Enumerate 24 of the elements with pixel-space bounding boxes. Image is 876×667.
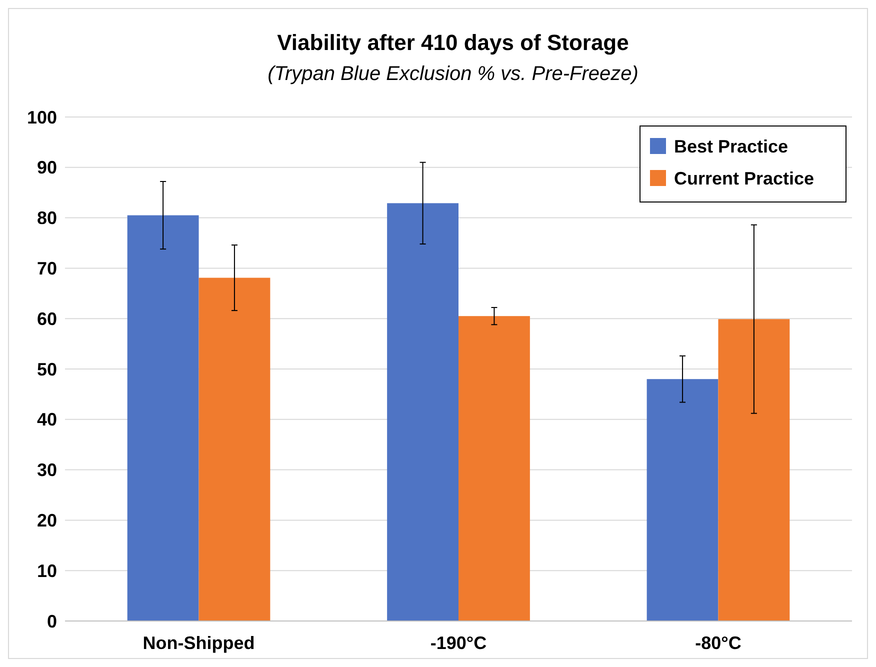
y-tick-label: 0 [46,611,57,632]
chart-subtitle: (Trypan Blue Exclusion % vs. Pre-Freeze) [268,63,638,85]
y-tick-label: 70 [36,258,57,278]
y-tick-label: 60 [36,308,57,329]
bar [458,316,530,621]
bar [198,278,270,621]
x-tick-label: Non-Shipped [142,633,255,653]
chart-title: Viability after 410 days of Storage [277,30,629,55]
y-tick-label: 30 [36,460,57,480]
y-tick-label: 100 [26,107,57,128]
bar [646,379,718,621]
x-tick-label: -190°C [430,633,487,653]
bar [718,319,790,621]
legend-label: Current Practice [674,168,814,188]
y-tick-label: 50 [36,359,57,380]
y-tick-label: 10 [36,560,57,581]
bar [127,215,199,621]
y-tick-label: 40 [36,410,57,430]
y-tick-label: 80 [36,208,57,228]
bar [387,203,458,621]
legend-label: Best Practice [674,136,788,156]
y-tick-label: 90 [36,158,57,178]
x-tick-label: -80°C [695,633,742,653]
y-tick-label: 20 [36,510,57,530]
